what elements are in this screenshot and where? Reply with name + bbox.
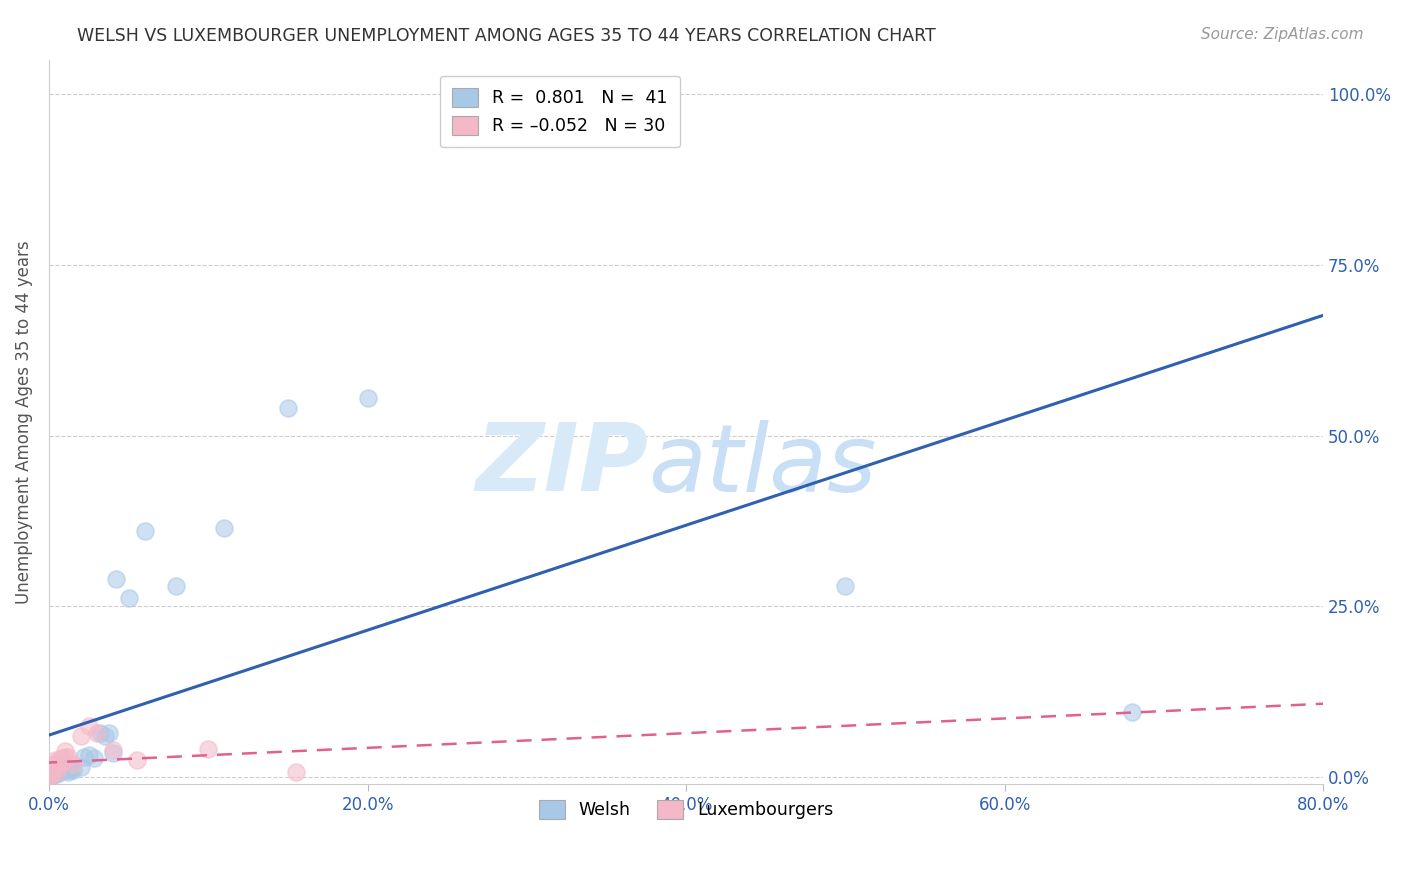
Point <box>49 764 72 778</box>
Point <box>42 756 65 771</box>
Point <box>77 748 100 763</box>
Point <box>165 579 187 593</box>
Point <box>101 747 124 761</box>
Point <box>41 768 63 782</box>
Point <box>52 755 75 769</box>
Legend: Welsh, Luxembourgers: Welsh, Luxembourgers <box>531 793 839 826</box>
Point <box>48 753 70 767</box>
Point <box>53 749 76 764</box>
Point <box>38 769 60 783</box>
Point <box>643 90 665 104</box>
Point <box>45 762 67 776</box>
Point <box>53 764 76 778</box>
Point <box>125 753 148 767</box>
Point <box>39 767 62 781</box>
Point <box>212 521 235 535</box>
Point <box>42 764 65 778</box>
Point <box>44 765 66 780</box>
Point <box>197 741 219 756</box>
Point <box>51 760 73 774</box>
Point <box>62 764 84 778</box>
Point <box>39 769 62 783</box>
Point <box>83 751 105 765</box>
Point <box>89 726 111 740</box>
Point <box>38 767 60 781</box>
Point <box>56 764 79 779</box>
Point <box>49 758 72 772</box>
Point <box>834 579 856 593</box>
Point <box>39 762 62 776</box>
Text: atlas: atlas <box>648 420 876 511</box>
Point <box>45 764 67 779</box>
Point <box>41 760 63 774</box>
Point <box>60 762 83 776</box>
Text: Source: ZipAtlas.com: Source: ZipAtlas.com <box>1201 27 1364 42</box>
Point <box>39 768 62 782</box>
Point <box>86 726 108 740</box>
Point <box>45 767 67 781</box>
Point <box>53 758 76 772</box>
Point <box>356 391 378 405</box>
Point <box>42 764 65 779</box>
Text: ZIP: ZIP <box>475 419 648 511</box>
Point <box>69 760 91 774</box>
Point <box>41 764 63 779</box>
Point <box>44 753 66 767</box>
Point <box>69 729 91 743</box>
Point <box>51 751 73 765</box>
Point <box>134 524 156 539</box>
Point <box>104 572 127 586</box>
Point <box>62 756 84 771</box>
Point <box>41 766 63 780</box>
Point <box>277 401 299 416</box>
Point <box>55 762 77 776</box>
Point <box>59 764 82 778</box>
Text: WELSH VS LUXEMBOURGER UNEMPLOYMENT AMONG AGES 35 TO 44 YEARS CORRELATION CHART: WELSH VS LUXEMBOURGER UNEMPLOYMENT AMONG… <box>77 27 936 45</box>
Point <box>53 744 76 758</box>
Point <box>52 764 75 778</box>
Point <box>44 764 66 778</box>
Point <box>117 591 139 606</box>
Point <box>284 764 307 779</box>
Point <box>101 743 124 757</box>
Point <box>38 764 60 778</box>
Point <box>93 729 115 743</box>
Point <box>44 760 66 774</box>
Point <box>98 726 121 740</box>
Point <box>42 767 65 781</box>
Point <box>51 762 73 776</box>
Point <box>39 766 62 780</box>
Point <box>45 756 67 771</box>
Point <box>1121 706 1143 720</box>
Point <box>73 749 96 764</box>
Point <box>48 764 70 779</box>
Point <box>48 761 70 775</box>
Y-axis label: Unemployment Among Ages 35 to 44 years: Unemployment Among Ages 35 to 44 years <box>15 240 32 604</box>
Point <box>39 758 62 772</box>
Point <box>56 749 79 764</box>
Point <box>77 719 100 733</box>
